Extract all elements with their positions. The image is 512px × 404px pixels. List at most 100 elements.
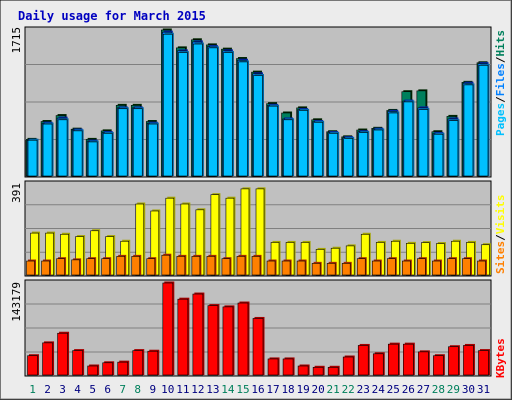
x-tick-label-7: 7 xyxy=(119,383,126,396)
x-tick-label-31: 31 xyxy=(477,383,490,396)
pages-bar-day-21 xyxy=(328,133,338,177)
kbytes-bar-day-19 xyxy=(297,365,309,376)
kbytes-bar-day-11 xyxy=(177,298,189,376)
pages-bar-day-12 xyxy=(193,43,203,177)
pages-bar-day-31 xyxy=(478,65,489,177)
sites-bar-day-11 xyxy=(176,256,186,276)
kbytes-bar-day-13 xyxy=(207,305,219,376)
x-tick-label-13: 13 xyxy=(206,383,219,396)
sites-bar-day-9 xyxy=(146,258,156,276)
kbytes-bar-day-29 xyxy=(448,346,459,376)
kbytes-bar-day-30 xyxy=(463,345,474,376)
x-tick-label-26: 26 xyxy=(402,383,415,396)
sites-bar-day-18 xyxy=(281,260,291,276)
kbytes-bar-day-8 xyxy=(132,350,144,376)
x-tick-label-28: 28 xyxy=(432,383,445,396)
x-tick-label-10: 10 xyxy=(161,383,174,396)
kbytes-bar-day-22 xyxy=(342,356,354,376)
pages-bar-day-20 xyxy=(313,122,323,177)
x-tick-label-9: 9 xyxy=(149,383,156,396)
kbytes-bar-day-31 xyxy=(478,350,489,376)
legend-kbytes: KBytes xyxy=(494,338,507,378)
x-tick-label-3: 3 xyxy=(59,383,66,396)
pages-bar-day-17 xyxy=(268,105,278,177)
x-axis-labels: 1 2 3 4 5 6 7 8 9 10 11 12 13 14 15 16 17 18 19 20 21 22 23 24 2… xyxy=(29,383,490,396)
kbytes-bar-day-5 xyxy=(87,365,98,376)
sites-bar-day-22 xyxy=(341,263,351,276)
kbytes-bar-day-6 xyxy=(102,362,113,376)
pages-bar-day-5 xyxy=(87,141,98,177)
sites-bar-day-23 xyxy=(356,258,366,276)
pages-bar-day-18 xyxy=(283,119,293,177)
pages-bar-day-30 xyxy=(463,84,474,177)
x-tick-label-2: 2 xyxy=(44,383,51,396)
legend-sep-1: / xyxy=(494,96,507,103)
middle-legend: Sites/Visits xyxy=(494,195,507,275)
kbytes-bar-day-4 xyxy=(72,350,83,376)
pages-bar-day-29 xyxy=(448,120,459,177)
legend-files: Files xyxy=(494,63,507,96)
pages-bar-day-13 xyxy=(208,47,218,177)
pages-bar-day-28 xyxy=(433,133,444,177)
sites-bar-day-31 xyxy=(477,260,486,276)
pages-bar-day-15 xyxy=(238,61,248,177)
x-tick-label-5: 5 xyxy=(89,383,96,396)
sites-bar-day-25 xyxy=(386,258,396,276)
kbytes-bar-day-12 xyxy=(192,293,204,376)
x-tick-label-29: 29 xyxy=(447,383,460,396)
x-tick-label-4: 4 xyxy=(74,383,81,396)
legend-sites: Sites xyxy=(494,241,507,274)
x-tick-label-17: 17 xyxy=(266,383,279,396)
sites-bar-day-5 xyxy=(86,258,95,276)
sites-bar-day-6 xyxy=(101,258,110,276)
pages-bar-day-16 xyxy=(253,75,263,177)
middle-y-max-label: 391 xyxy=(10,183,23,203)
kbytes-bar-day-23 xyxy=(357,345,369,376)
kbytes-bar-day-28 xyxy=(433,355,444,376)
x-tick-label-30: 30 xyxy=(462,383,475,396)
pages-bar-day-22 xyxy=(343,138,353,177)
pages-bar-day-8 xyxy=(132,108,143,177)
kbytes-bar-day-20 xyxy=(312,366,324,376)
x-tick-label-6: 6 xyxy=(104,383,111,396)
chart-panels xyxy=(24,26,492,377)
pages-bar-day-23 xyxy=(358,132,369,177)
sites-bar-day-19 xyxy=(296,260,306,276)
kbytes-bar-day-1 xyxy=(27,355,38,376)
sites-bar-day-17 xyxy=(266,260,276,276)
pages-bar-day-6 xyxy=(102,133,113,177)
pages-bar-day-10 xyxy=(163,33,173,177)
sites-bar-day-10 xyxy=(161,254,171,276)
x-tick-label-23: 23 xyxy=(357,383,370,396)
pages-bar-day-24 xyxy=(373,129,384,177)
kbytes-bar-day-3 xyxy=(57,332,68,376)
x-tick-label-11: 11 xyxy=(176,383,189,396)
sites-bar-day-4 xyxy=(71,259,80,276)
kbytes-bar-day-27 xyxy=(418,351,429,376)
x-tick-label-16: 16 xyxy=(251,383,264,396)
sites-bar-day-7 xyxy=(116,256,126,276)
x-tick-label-24: 24 xyxy=(372,383,386,396)
x-tick-label-8: 8 xyxy=(134,383,141,396)
top-legend: Pages/Files/Hits xyxy=(494,30,507,136)
kbytes-bar-day-17 xyxy=(267,358,279,376)
x-tick-label-20: 20 xyxy=(312,383,325,396)
x-tick-label-1: 1 xyxy=(29,383,36,396)
legend-pages: Pages xyxy=(494,103,507,136)
kbytes-bar-day-18 xyxy=(282,358,294,376)
pages-bar-day-26 xyxy=(403,101,414,177)
kbytes-bar-day-15 xyxy=(237,302,249,376)
kbytes-bar-day-24 xyxy=(372,353,384,376)
pages-bar-day-7 xyxy=(117,108,128,177)
sites-bar-day-27 xyxy=(417,258,426,276)
x-tick-label-22: 22 xyxy=(342,383,355,396)
kbytes-bar-day-26 xyxy=(403,343,414,376)
pages-bar-day-2 xyxy=(42,123,53,177)
legend-hits: Hits xyxy=(494,30,507,57)
legend-sep-3: / xyxy=(494,234,507,241)
top-y-max-label: 1715 xyxy=(10,27,23,54)
pages-bar-day-14 xyxy=(223,52,233,177)
bottom-legend: KBytes xyxy=(494,338,507,378)
